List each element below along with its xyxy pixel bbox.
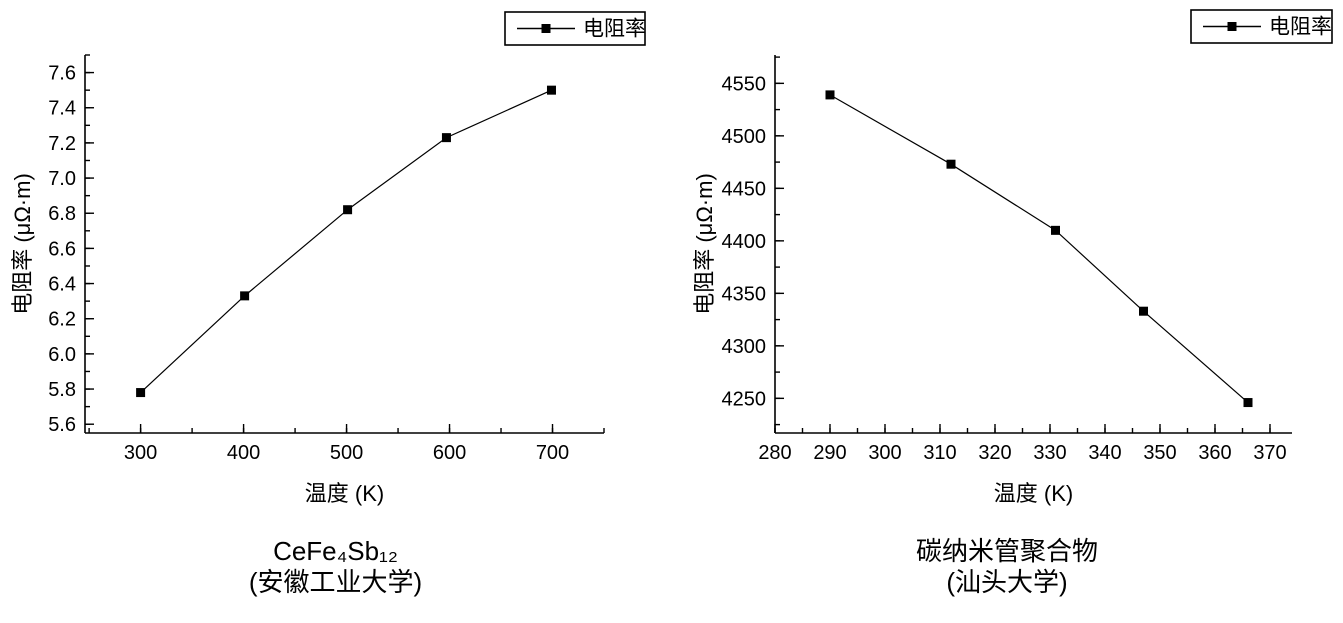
legend-label: 电阻率 xyxy=(1269,16,1332,39)
x-tick-label: 320 xyxy=(978,442,1011,464)
x-tick-label: 360 xyxy=(1198,442,1231,464)
data-point-marker xyxy=(343,205,353,215)
y-tick-label: 4250 xyxy=(722,388,767,410)
y-tick-label: 6.0 xyxy=(48,344,76,366)
x-tick-label: 350 xyxy=(1143,442,1176,464)
y-tick-label: 4350 xyxy=(722,283,767,305)
x-axis-ticks xyxy=(774,424,1271,433)
x-tick-label: 300 xyxy=(868,442,901,464)
right-chart-subtitle: (汕头大学) xyxy=(946,567,1068,597)
data-line xyxy=(140,89,552,394)
legend: 电阻率 xyxy=(504,11,646,46)
left-chart-title: CeFe₄Sb₁₂ xyxy=(273,536,398,566)
y-tick-label: 7.6 xyxy=(48,63,76,85)
right-chart: 280 290 300 310 320 330 340 350 360 370 4250 4300 43… xyxy=(671,0,1343,623)
x-tick-labels: 280 290 300 310 320 330 340 350 360 370 xyxy=(758,442,1286,464)
data-point-marker xyxy=(1139,306,1148,316)
x-tick-label: 310 xyxy=(923,442,956,464)
y-tick-label: 4300 xyxy=(722,336,767,358)
data-point-marker xyxy=(825,90,835,100)
y-tick-labels: 5.6 5.8 6.0 6.2 6.4 6.6 6.8 7.0 7.2 7.4 7.6 xyxy=(48,63,76,437)
axes xyxy=(774,55,1292,434)
x-tick-label: 340 xyxy=(1088,442,1121,464)
y-tick-label: 5.8 xyxy=(48,379,76,401)
left-chart-caption: CeFe₄Sb₁₂ (安徽工业大学) xyxy=(0,536,671,598)
y-tick-label: 5.6 xyxy=(48,414,76,436)
legend-label: 电阻率 xyxy=(583,18,646,41)
x-tick-label: 700 xyxy=(536,442,569,464)
x-tick-label: 280 xyxy=(758,442,791,464)
x-tick-label: 370 xyxy=(1253,442,1286,464)
x-axis-label: 温度 (K) xyxy=(994,481,1073,506)
data-points xyxy=(136,85,556,398)
x-axis-label: 温度 (K) xyxy=(305,481,384,506)
data-points xyxy=(825,90,1253,408)
right-chart-caption: 碳纳米管聚合物 (汕头大学) xyxy=(671,536,1343,598)
x-tick-label: 400 xyxy=(227,442,260,464)
y-tick-label: 7.0 xyxy=(48,168,76,190)
left-chart-svg: 300 400 500 600 700 5.6 5.8 6.0 6.2 6.4 6.6 6.8 7.0 7… xyxy=(10,11,646,506)
y-tick-label: 6.4 xyxy=(48,274,76,296)
x-tick-label: 290 xyxy=(813,442,846,464)
y-tick-label: 4450 xyxy=(722,178,767,200)
data-point-marker xyxy=(240,291,250,301)
x-tick-label: 600 xyxy=(433,442,466,464)
left-chart-subtitle: (安徽工业大学) xyxy=(248,567,423,597)
y-tick-label: 4500 xyxy=(722,126,767,148)
axes xyxy=(84,55,604,434)
y-axis-ticks xyxy=(85,54,94,425)
y-tick-label: 6.6 xyxy=(48,238,76,260)
legend-marker-icon xyxy=(541,24,551,33)
x-tick-label: 330 xyxy=(1033,442,1066,464)
right-chart-svg: 280 290 300 310 320 330 340 350 360 370 4250 4300 43… xyxy=(692,9,1333,506)
right-chart-title: 碳纳米管聚合物 xyxy=(915,536,1098,566)
data-line xyxy=(829,94,1249,404)
data-point-marker xyxy=(1243,398,1253,408)
y-tick-label: 4400 xyxy=(722,231,767,253)
y-tick-label: 4550 xyxy=(722,73,767,95)
data-point-marker xyxy=(441,133,451,143)
legend-marker-icon xyxy=(1227,22,1237,31)
data-point-marker xyxy=(136,388,146,398)
y-axis-label: 电阻率 (μΩ·m) xyxy=(692,173,717,315)
data-point-marker xyxy=(546,85,556,95)
x-tick-label: 300 xyxy=(124,442,157,464)
legend: 电阻率 xyxy=(1190,9,1333,44)
y-axis-ticks xyxy=(775,56,784,426)
y-tick-label: 6.2 xyxy=(48,309,76,331)
left-chart: 300 400 500 600 700 5.6 5.8 6.0 6.2 6.4 6.6 6.8 7.0 7… xyxy=(0,0,671,623)
y-tick-label: 7.4 xyxy=(48,98,76,120)
x-tick-label: 500 xyxy=(330,442,363,464)
y-axis-label: 电阻率 (μΩ·m) xyxy=(10,173,35,315)
y-tick-labels: 4250 4300 4350 4400 4450 4500 4550 xyxy=(722,73,767,410)
y-tick-label: 7.2 xyxy=(48,133,76,155)
x-tick-labels: 300 400 500 600 700 xyxy=(124,442,569,464)
data-point-marker xyxy=(946,159,956,169)
data-point-marker xyxy=(1051,225,1060,235)
x-axis-ticks xyxy=(88,424,605,433)
y-tick-label: 6.8 xyxy=(48,203,76,225)
